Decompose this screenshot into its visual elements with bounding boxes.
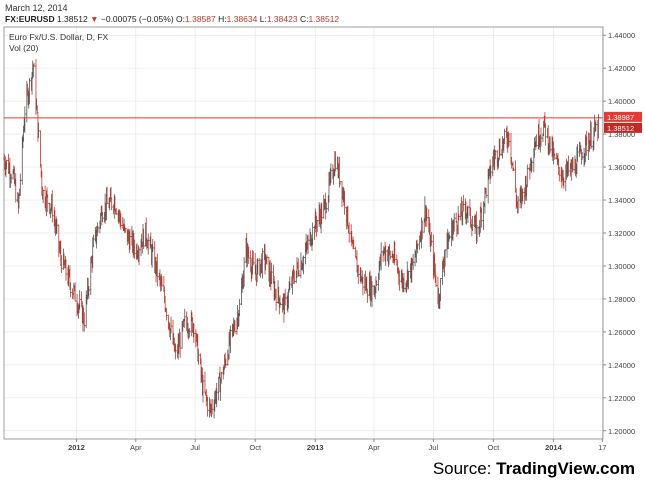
- source-name[interactable]: TradingView.com: [496, 459, 635, 478]
- y-tick-label: 1.42000: [608, 64, 635, 73]
- y-tick-label: 1.20000: [608, 427, 635, 436]
- y-tick-label: 1.44000: [608, 31, 635, 40]
- last-price: 1.38512: [56, 14, 88, 24]
- y-tick-label: 1.34000: [608, 196, 635, 205]
- chart-date: March 12, 2014: [5, 3, 68, 13]
- x-tick-label: 2014: [545, 443, 563, 452]
- price-change: −0.00075 (−0.05%): [100, 14, 174, 24]
- x-tick-label: 17: [598, 443, 606, 452]
- instrument-legend: Euro Fx/U.S. Dollar, D, FX: [9, 32, 109, 42]
- down-arrow-icon: ▼: [90, 14, 99, 24]
- grid-lines: [4, 27, 603, 439]
- y-tick-label: 1.22000: [608, 394, 635, 403]
- volume-legend: Vol (20): [9, 43, 38, 53]
- y-tick-label: 1.38000: [608, 130, 635, 139]
- last-price-tag: [604, 122, 642, 133]
- y-tick-label: 1.30000: [608, 262, 635, 271]
- last-price-label: 1.38512: [607, 124, 634, 133]
- x-tick-label: Oct: [249, 443, 262, 452]
- symbol-label: FX:EURUSD: [5, 14, 55, 24]
- open-value: 1.38587: [185, 14, 216, 24]
- x-tick-label: Oct: [488, 443, 501, 452]
- low-label: L:: [259, 14, 267, 24]
- y-tick-label: 1.32000: [608, 229, 635, 238]
- x-tick-label: Apr: [130, 443, 142, 452]
- y-tick-label: 1.40000: [608, 97, 635, 106]
- close-value: 1.38512: [308, 14, 340, 24]
- price-chart[interactable]: 1.44000 1.42000 1.40000 1.38000 1.36000 1.340…: [0, 0, 645, 455]
- y-tick-label: 1.24000: [608, 361, 635, 370]
- open-label: O:: [176, 14, 186, 24]
- source-prefix: Source:: [432, 459, 497, 478]
- y-tick-label: 1.36000: [608, 163, 635, 172]
- quote-line: FX:EURUSD 1.38512 ▼ −0.00075 (−0.05%) O:…: [5, 14, 339, 24]
- y-tick-label: 1.26000: [608, 328, 635, 337]
- x-tick-label: 2013: [307, 443, 324, 452]
- x-tick-label: Jul: [190, 443, 200, 452]
- x-tick-label: 2012: [68, 443, 85, 452]
- hline-price-label: 1.38987: [607, 113, 634, 122]
- price-bars: [3, 59, 600, 419]
- axes: 1.44000 1.42000 1.40000 1.38000 1.36000 1.340…: [3, 26, 642, 452]
- source-credit: Source: TradingView.com: [433, 459, 635, 479]
- high-label: H:: [218, 14, 227, 24]
- low-value: 1.38423: [266, 14, 298, 24]
- close-label: C:: [299, 14, 309, 24]
- y-tick-label: 1.28000: [608, 295, 635, 304]
- x-tick-label: Jul: [429, 443, 439, 452]
- x-tick-label: Apr: [368, 443, 380, 452]
- high-value: 1.38634: [226, 14, 258, 24]
- hline-price-tag: [604, 111, 642, 122]
